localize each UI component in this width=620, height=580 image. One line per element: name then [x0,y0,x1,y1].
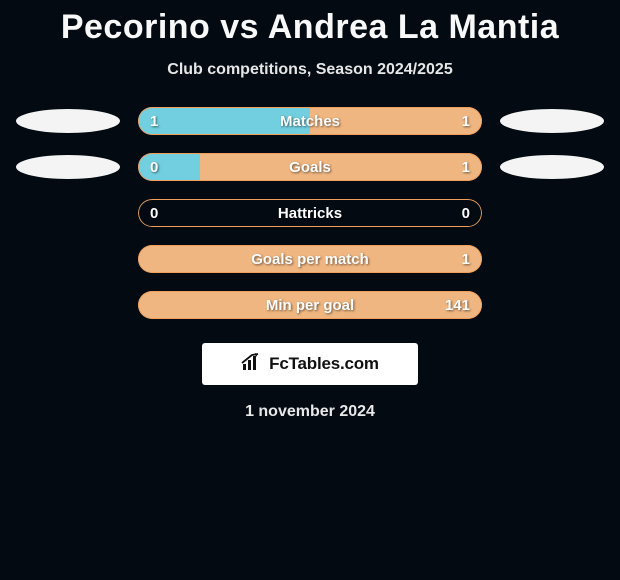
stat-bar: 141Min per goal [138,291,482,319]
brand-box: FcTables.com [202,343,418,385]
stat-left-value: 0 [150,199,158,227]
stat-row: 1Goals per match [0,245,620,273]
stat-row: 141Min per goal [0,291,620,319]
stat-bar-left-fill [138,107,310,135]
stat-row: 01Goals [0,153,620,181]
date-text: 1 november 2024 [245,403,375,421]
left-oval [16,155,120,179]
stat-bar-left-fill [138,153,200,181]
stat-bar-border [138,199,482,227]
stat-right-value: 0 [462,199,470,227]
stat-bar: 0 0Hattricks [138,199,482,227]
comparison-infographic: Pecorino vs Andrea La Mantia Club compet… [0,0,620,421]
right-oval [500,155,604,179]
stat-bar: 11Matches [138,107,482,135]
stat-label: Hattricks [138,199,482,227]
stat-bar-right-fill [138,245,482,273]
stat-bar: 1Goals per match [138,245,482,273]
stat-rows: 11Matches 01Goals 0 0Hattricks 1Goals per ma… [0,107,620,319]
left-oval [16,109,120,133]
stat-bar-right-fill [200,153,482,181]
stat-bar: 01Goals [138,153,482,181]
stat-row: 11Matches [0,107,620,135]
right-oval [500,109,604,133]
page-subtitle: Club competitions, Season 2024/2025 [167,61,452,79]
stat-bar-right-fill [138,291,482,319]
stat-bar-right-fill [310,107,482,135]
page-title: Pecorino vs Andrea La Mantia [61,8,559,47]
stat-row: 0 0Hattricks [0,199,620,227]
chart-icon [241,353,263,376]
brand-text: FcTables.com [269,354,379,374]
